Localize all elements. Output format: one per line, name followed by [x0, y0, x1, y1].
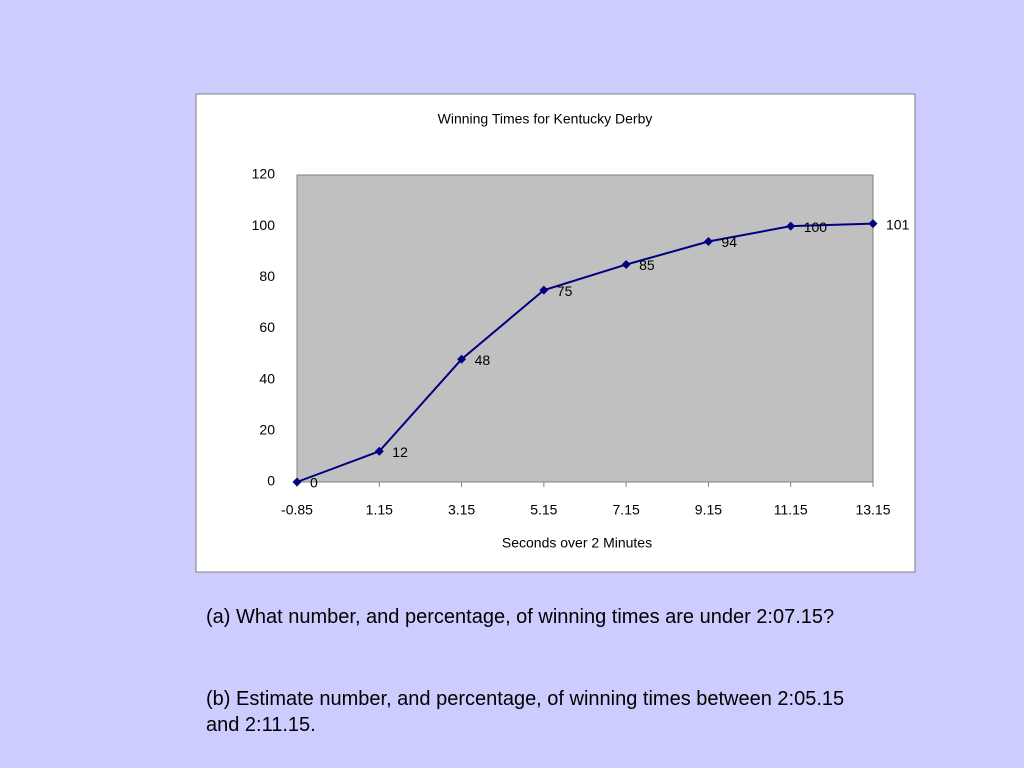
data-label: 0	[310, 475, 318, 491]
data-label: 48	[475, 352, 491, 368]
y-tick-label: 100	[252, 217, 276, 233]
data-point	[868, 219, 878, 229]
data-point	[457, 354, 467, 364]
data-label: 100	[804, 219, 828, 235]
data-point	[621, 260, 631, 270]
data-label: 75	[557, 283, 573, 299]
data-label: 101	[886, 216, 910, 232]
x-tick-label: 5.15	[530, 502, 557, 518]
x-tick-label: 13.15	[855, 502, 890, 518]
data-line	[296, 222, 874, 483]
y-tick-label: 40	[259, 370, 275, 386]
data-label: 12	[392, 444, 408, 460]
x-tick-label: 1.15	[366, 502, 393, 518]
y-tick-label: 60	[259, 319, 275, 335]
question-a: (a) What number, and percentage, of winn…	[206, 606, 835, 628]
data-label: 85	[639, 257, 655, 273]
data-point	[292, 477, 302, 487]
x-tick-label: 9.15	[695, 502, 722, 518]
chart: Winning Times for Kentucky Derby Seconds…	[195, 93, 916, 573]
data-point	[703, 237, 713, 247]
x-tick-label: -0.85	[281, 502, 313, 518]
question-b: (b) Estimate number, and percentage, of …	[206, 688, 845, 736]
x-tick-label: 7.15	[613, 502, 640, 518]
data-point	[374, 446, 384, 456]
y-tick-label: 80	[259, 268, 275, 284]
data-label: 94	[721, 234, 737, 250]
x-axis-label: Seconds over 2 Minutes	[502, 535, 652, 551]
data-point	[786, 221, 796, 231]
x-tick-label: 3.15	[448, 502, 475, 518]
y-tick-label: 120	[252, 166, 276, 182]
data-point	[539, 285, 549, 295]
chart-title: Winning Times for Kentucky Derby	[438, 111, 653, 127]
plot-area	[296, 174, 874, 483]
y-tick-label: 20	[259, 422, 275, 438]
y-tick-label: 0	[267, 473, 275, 489]
x-tick-label: 11.15	[774, 502, 808, 518]
